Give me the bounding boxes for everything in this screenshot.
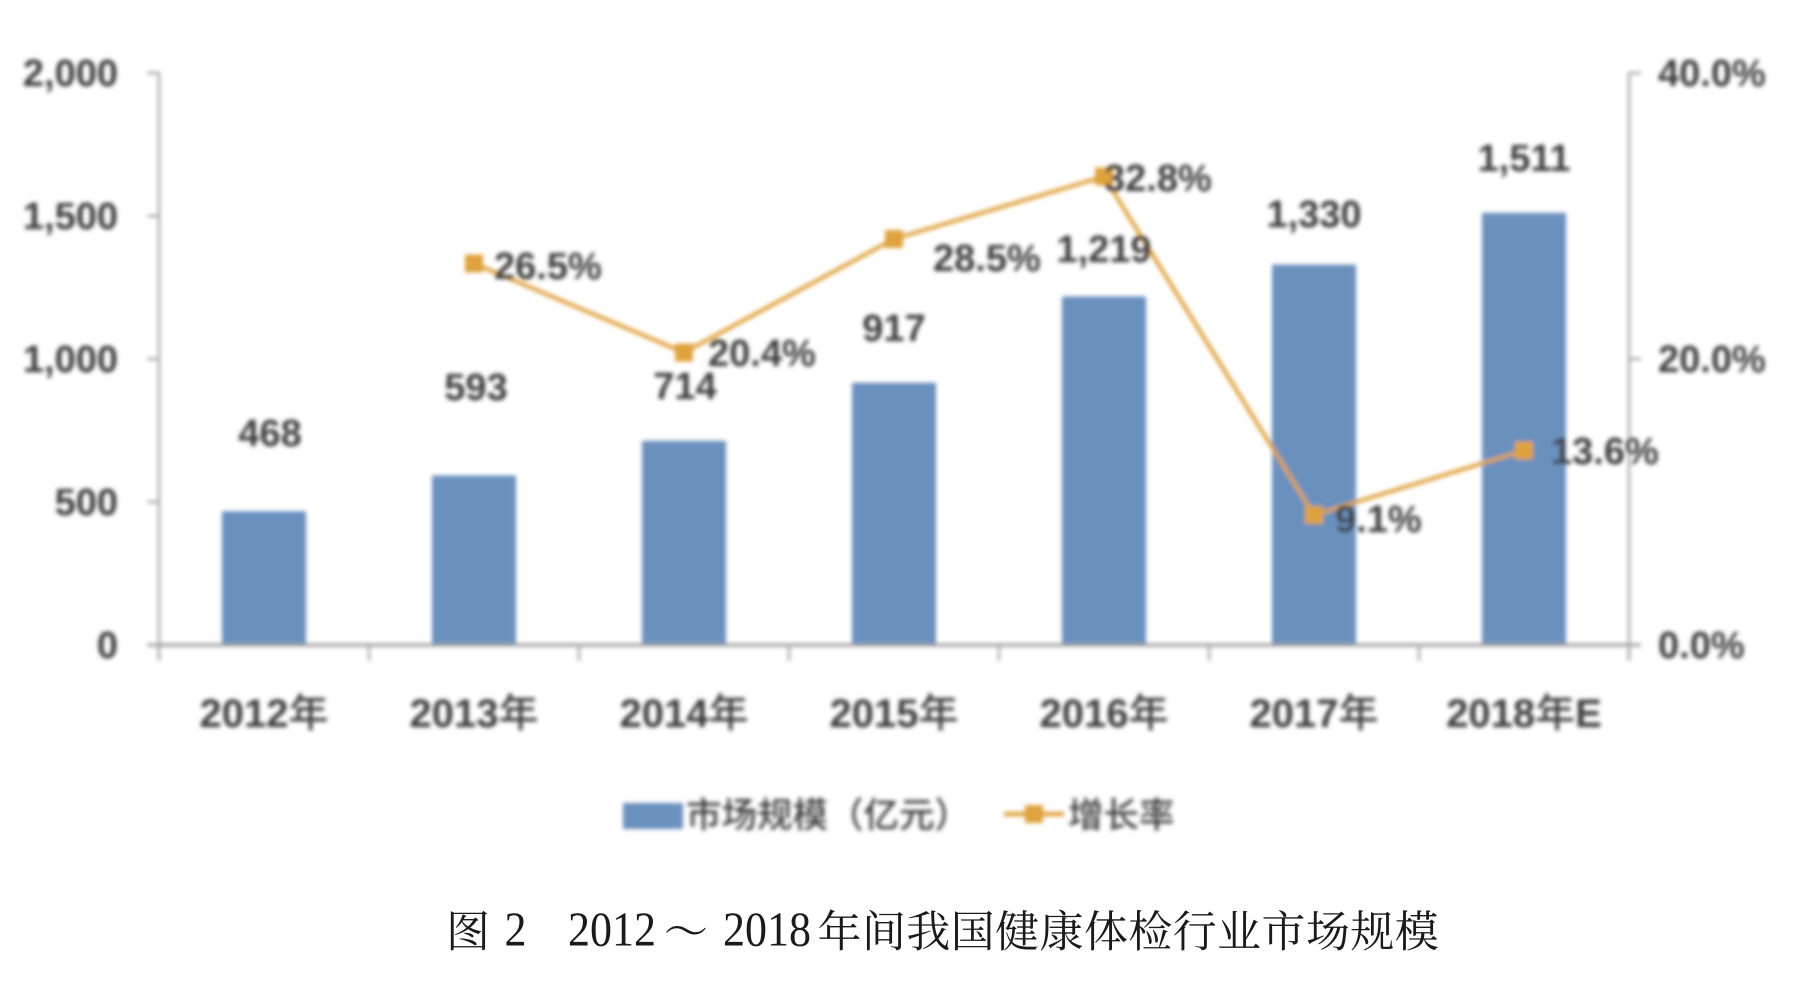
svg-text:9.1%: 9.1%	[1335, 499, 1422, 541]
svg-text:500: 500	[55, 482, 118, 524]
svg-text:1,330: 1,330	[1266, 194, 1361, 236]
svg-text:0.0%: 0.0%	[1658, 625, 1745, 667]
svg-text:32.8%: 32.8%	[1104, 158, 1212, 200]
svg-text:26.5%: 26.5%	[494, 246, 602, 288]
svg-text:0: 0	[97, 625, 118, 667]
svg-text:E: E	[1575, 692, 1602, 736]
svg-text:1,511: 1,511	[1478, 138, 1571, 180]
svg-text:2016: 2016	[1040, 692, 1129, 736]
svg-text:917: 917	[862, 308, 925, 350]
svg-text:20.0%: 20.0%	[1658, 339, 1766, 381]
svg-text:593: 593	[444, 367, 507, 409]
svg-text:40.0%: 40.0%	[1658, 53, 1766, 95]
svg-text:2018: 2018	[1446, 692, 1535, 736]
svg-text:1,000: 1,000	[23, 339, 118, 381]
svg-text:1,500: 1,500	[23, 196, 118, 238]
svg-text:2018: 2018	[723, 902, 811, 957]
svg-text:2,000: 2,000	[23, 53, 118, 95]
svg-text:2012: 2012	[200, 692, 289, 736]
svg-text:2015: 2015	[830, 692, 919, 736]
svg-text:468: 468	[238, 413, 301, 455]
svg-text:20.4%: 20.4%	[708, 333, 816, 375]
svg-text:2017: 2017	[1250, 692, 1339, 736]
svg-text:13.6%: 13.6%	[1551, 431, 1659, 473]
svg-text:2012: 2012	[568, 902, 656, 957]
svg-text:28.5%: 28.5%	[933, 238, 1041, 280]
svg-text:1,219: 1,219	[1056, 229, 1151, 271]
svg-text:2: 2	[505, 902, 527, 957]
svg-text:2013: 2013	[410, 692, 499, 736]
svg-text:2014: 2014	[620, 692, 710, 736]
svg-text:714: 714	[653, 366, 716, 408]
